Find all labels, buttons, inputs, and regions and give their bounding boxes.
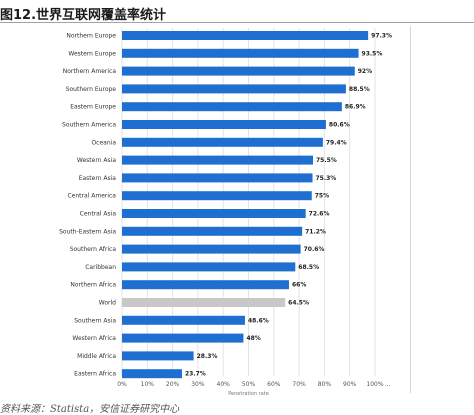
category-label: Northern America	[63, 68, 117, 75]
data-label: 79.4%	[326, 139, 347, 146]
category-label: Western Africa	[72, 335, 116, 342]
data-label: 23.7%	[185, 371, 206, 378]
data-label: 28.3%	[197, 353, 218, 360]
category-label: South-Eastern Asia	[59, 228, 116, 235]
category-label: Northern Africa	[70, 282, 116, 289]
x-tick-label: 90%	[343, 381, 357, 388]
bar	[122, 48, 359, 58]
x-tick-label: 100%	[366, 381, 383, 388]
bar	[122, 155, 314, 165]
data-label: 80.6%	[329, 122, 350, 129]
data-label: 66%	[292, 282, 306, 289]
data-label: 88.5%	[349, 86, 370, 93]
category-label: Central America	[67, 193, 116, 200]
x-tick-label: 0%	[117, 381, 127, 388]
bar	[122, 280, 289, 290]
x-tick-label: 70%	[292, 381, 306, 388]
data-label: 68.5%	[298, 264, 319, 271]
category-label: World	[99, 300, 116, 307]
bar	[122, 369, 182, 379]
data-label: 75%	[315, 193, 329, 200]
bar	[122, 244, 301, 254]
x-tick-label: 50%	[242, 381, 256, 388]
category-label: Southern Africa	[70, 246, 117, 253]
bar	[122, 351, 194, 361]
data-label: 70.6%	[304, 246, 325, 253]
category-label: Middle Africa	[77, 353, 116, 360]
bar	[122, 333, 244, 343]
bar	[122, 298, 286, 307]
category-label: Central Asia	[80, 211, 117, 218]
category-label: Caribbean	[85, 264, 116, 271]
category-label: Oceania	[91, 139, 116, 146]
title-divider	[0, 22, 474, 23]
frame-divider	[410, 26, 411, 393]
category-label: Western Asia	[77, 157, 116, 164]
x-tick-label: 80%	[318, 381, 332, 388]
data-label: 71.2%	[305, 228, 326, 235]
data-label: 75.5%	[316, 157, 337, 164]
category-label: Southern Europe	[66, 86, 117, 93]
data-label: 64.5%	[288, 300, 309, 307]
x-tick-ellipsis: …	[385, 381, 391, 388]
category-label: Southern America	[62, 122, 116, 129]
bar	[122, 173, 313, 183]
bar	[122, 262, 296, 272]
chart-title: 图12.世界互联网覆盖率统计	[0, 8, 167, 23]
category-label: Southern Asia	[74, 317, 116, 324]
x-tick-label: 40%	[217, 381, 231, 388]
bar	[122, 137, 323, 147]
category-label: Northern Europe	[66, 33, 116, 40]
x-axis-title: Penetration rate	[228, 391, 269, 397]
category-label: Eastern Europe	[70, 104, 116, 111]
data-label: 97.3%	[371, 33, 392, 40]
category-label: Eastern Asia	[79, 175, 117, 182]
category-label: Eastern Africa	[74, 371, 116, 378]
data-label: 48.6%	[248, 317, 269, 324]
bar	[122, 120, 326, 129]
x-tick-label: 10%	[141, 381, 155, 388]
bar	[122, 315, 245, 325]
source-note: 资料来源：Statista，安信证券研究中心	[0, 404, 180, 415]
data-label: 92%	[358, 68, 372, 75]
bar	[122, 102, 342, 112]
category-label: Western Europe	[68, 50, 116, 57]
data-label: 48%	[246, 335, 260, 342]
data-label: 75.3%	[316, 175, 337, 182]
bar	[122, 84, 346, 94]
x-tick-label: 60%	[267, 381, 281, 388]
x-tick-label: 20%	[166, 381, 180, 388]
bar	[122, 31, 369, 40]
bar	[122, 226, 303, 236]
x-tick-label: 30%	[191, 381, 205, 388]
bar	[122, 66, 355, 76]
bar	[122, 191, 312, 201]
data-label: 72.6%	[309, 211, 330, 218]
bar	[122, 209, 306, 218]
data-label: 86.9%	[345, 104, 366, 111]
data-label: 93.5%	[362, 50, 383, 57]
